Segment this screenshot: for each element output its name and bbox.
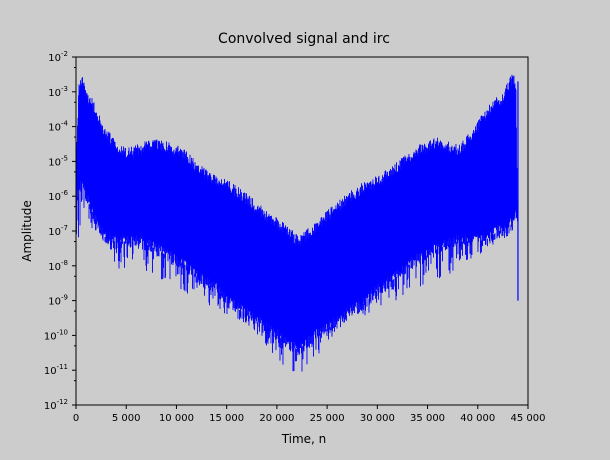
x-tick-label: 40 000	[460, 413, 495, 424]
x-tick-label: 25 000	[310, 413, 345, 424]
chart-title: Convolved signal and irc	[218, 31, 390, 47]
y-tick-label: 10-7	[48, 224, 68, 238]
y-tick-exponent: -2	[61, 50, 68, 58]
y-tick-label: 10-5	[48, 154, 68, 168]
y-tick-exponent: -4	[61, 120, 69, 128]
y-tick-label: 10-2	[48, 50, 68, 64]
y-tick-label: 10-11	[44, 363, 68, 377]
y-tick-label: 10-4	[48, 120, 68, 134]
y-tick-label: 10-12	[44, 398, 68, 412]
x-tick-label: 5 000	[112, 413, 141, 424]
y-tick-label: 10-9	[48, 294, 68, 308]
y-tick-exponent: -6	[61, 189, 69, 197]
x-tick-label: 10 000	[159, 413, 194, 424]
x-tick-label: 20 000	[259, 413, 294, 424]
x-tick-label: 15 000	[209, 413, 244, 424]
y-tick-exponent: -7	[61, 224, 68, 232]
x-tick-label: 45 000	[511, 413, 546, 424]
y-tick-exponent: -12	[57, 398, 68, 406]
y-tick-exponent: -3	[61, 85, 68, 93]
y-tick-label: 10-6	[48, 189, 68, 203]
signal-series-body	[75, 74, 519, 356]
y-tick-exponent: -11	[57, 363, 68, 371]
y-tick-label: 10-8	[48, 259, 68, 273]
x-tick-label: 30 000	[360, 413, 395, 424]
x-tick-label: 0	[73, 413, 79, 424]
y-tick-exponent: -10	[57, 328, 68, 336]
y-tick-label: 10-3	[48, 85, 68, 99]
y-axis-title: Amplitude	[20, 200, 34, 262]
y-tick-exponent: -8	[61, 259, 68, 267]
y-tick-exponent: -5	[61, 154, 68, 162]
y-tick-label: 10-10	[44, 328, 68, 342]
y-tick-exponent: -9	[61, 294, 68, 302]
x-axis-title: Time, n	[281, 432, 327, 446]
x-tick-label: 35 000	[410, 413, 445, 424]
